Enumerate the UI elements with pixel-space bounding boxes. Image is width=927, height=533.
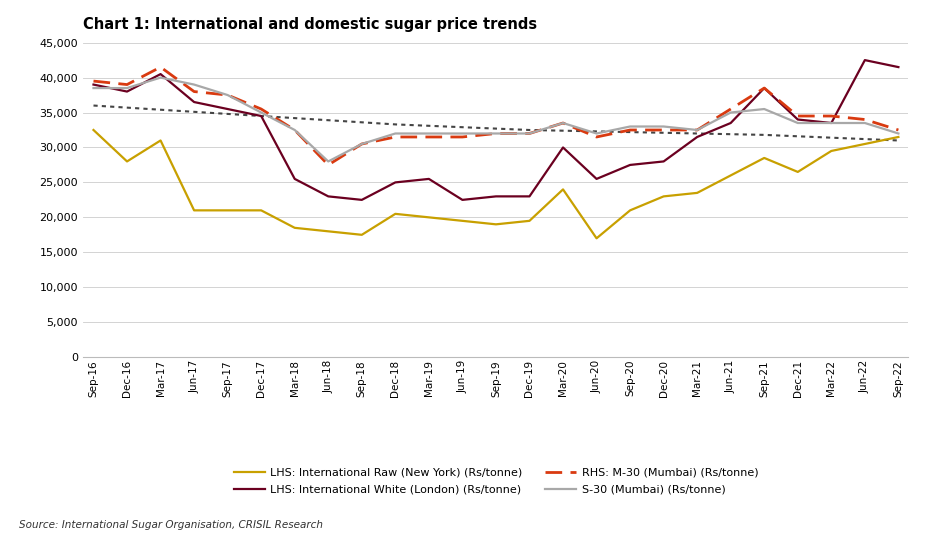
Text: Source: International Sugar Organisation, CRISIL Research: Source: International Sugar Organisation… bbox=[19, 520, 323, 530]
Legend: LHS: International Raw (New York) (Rs/tonne), LHS: International White (London) : LHS: International Raw (New York) (Rs/to… bbox=[229, 463, 763, 499]
Text: Chart 1: International and domestic sugar price trends: Chart 1: International and domestic suga… bbox=[83, 17, 538, 32]
